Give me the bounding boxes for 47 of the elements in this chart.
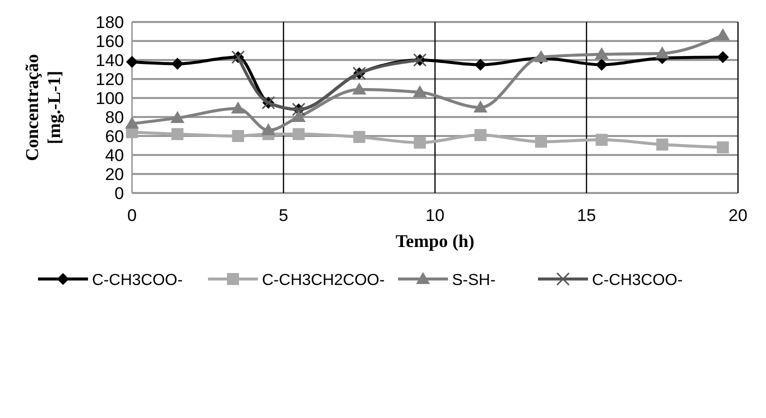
y-tick-label: 160 (96, 32, 124, 51)
point (292, 128, 305, 140)
x-tick-label: 20 (728, 206, 748, 225)
y-tick-label: 100 (96, 89, 124, 108)
point (292, 110, 306, 122)
x-axis-title: Tempo (h) (396, 231, 474, 251)
y-tick-label: 120 (96, 70, 124, 89)
point (535, 136, 548, 148)
y-tick-label: 80 (105, 108, 124, 127)
point (596, 134, 608, 146)
point (655, 46, 670, 58)
legend-label: C-CH3COO- (92, 272, 183, 289)
x-tick-label: 5 (278, 206, 288, 225)
point (594, 47, 609, 60)
legend-label: C-CH3COO- (592, 272, 683, 289)
point (352, 82, 366, 94)
y-tick-label: 60 (105, 127, 124, 146)
point (125, 116, 139, 129)
point (656, 138, 668, 151)
x-tick-label: 15 (577, 206, 596, 225)
point (716, 28, 730, 40)
point (171, 128, 184, 140)
point (353, 130, 366, 143)
point (232, 130, 244, 142)
point (596, 58, 608, 71)
point (261, 123, 276, 136)
point (170, 110, 184, 123)
point (171, 58, 184, 70)
y-tick-label: 40 (105, 146, 124, 165)
point (473, 100, 488, 112)
legend-label: S-SH- (452, 272, 496, 289)
point (716, 141, 729, 154)
point (231, 101, 246, 114)
point (412, 85, 427, 98)
point (474, 58, 486, 71)
y-tick-label: 180 (96, 13, 124, 32)
legend-label: C-CH3CH2COO- (262, 272, 385, 289)
x-tick-label: 10 (426, 206, 444, 225)
point (474, 129, 486, 142)
point (414, 136, 426, 149)
point (716, 51, 729, 64)
y-tick-label: 140 (96, 51, 124, 70)
y-tick-label: 20 (105, 165, 124, 184)
y-tick-label: 0 (114, 184, 124, 203)
y-axis-title: Concentração [mg.-L-1] (22, 54, 64, 161)
x-tick-label: 0 (127, 206, 137, 225)
point (126, 56, 138, 68)
